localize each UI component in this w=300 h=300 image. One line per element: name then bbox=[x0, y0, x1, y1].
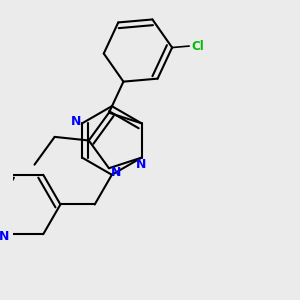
Text: N: N bbox=[0, 230, 9, 243]
Text: N: N bbox=[111, 167, 121, 179]
Text: N: N bbox=[136, 158, 147, 171]
Text: Cl: Cl bbox=[192, 40, 205, 52]
Text: N: N bbox=[71, 115, 82, 128]
